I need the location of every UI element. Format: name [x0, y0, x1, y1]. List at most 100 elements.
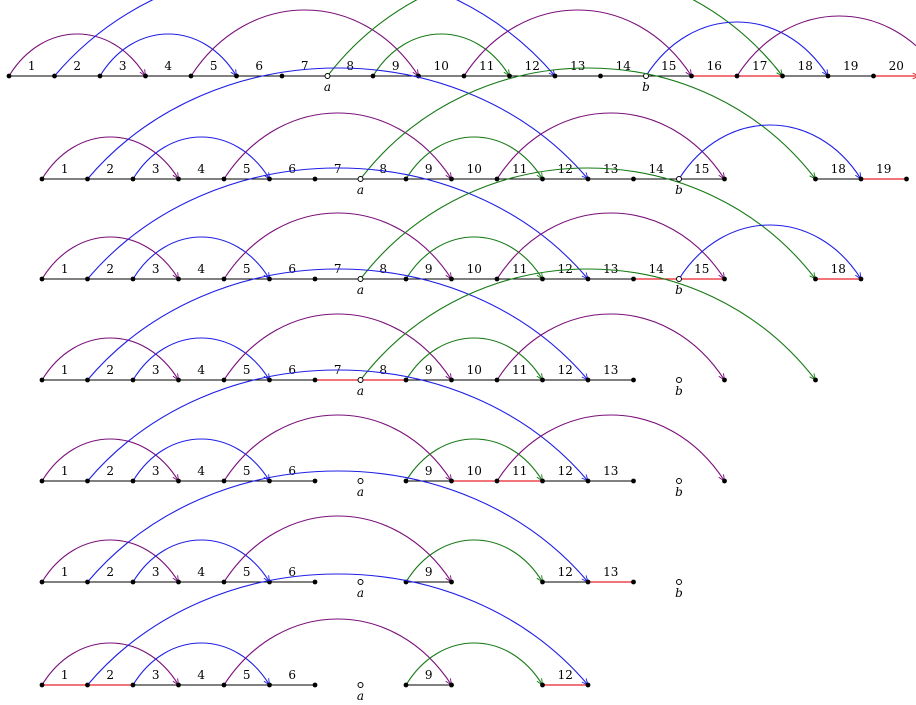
edge-label: 13	[603, 363, 618, 377]
arc-green	[372, 33, 510, 76]
edge-label: 11	[512, 262, 527, 276]
open-node	[324, 73, 331, 79]
edge-label: 1	[61, 565, 69, 579]
arc-blue	[132, 236, 270, 279]
node	[130, 478, 136, 484]
arc-blue	[87, 268, 589, 380]
arc-blue	[87, 167, 589, 279]
node-label: b	[675, 485, 683, 499]
edge-label: 6	[288, 668, 296, 682]
node	[631, 478, 636, 484]
edge-label: 1	[61, 668, 69, 682]
edge-label: 15	[694, 162, 709, 176]
node	[85, 682, 90, 688]
node-label: b	[675, 586, 683, 600]
node	[312, 579, 318, 585]
edge-label: 2	[106, 262, 114, 276]
node	[97, 73, 103, 79]
node	[585, 682, 591, 688]
node	[449, 176, 454, 182]
open-node	[357, 377, 364, 383]
arc-green	[405, 337, 543, 380]
edge-label: 4	[164, 59, 172, 73]
edge-label: 8	[379, 162, 387, 176]
node	[221, 579, 227, 585]
edge-label: 12	[558, 262, 573, 276]
node	[370, 73, 376, 79]
edge-label: 9	[425, 162, 433, 176]
edge-label: 9	[392, 59, 400, 73]
node-label: b	[675, 283, 683, 297]
node	[540, 682, 545, 688]
edge-label: 11	[512, 464, 527, 478]
node	[6, 73, 12, 79]
arc-purple	[223, 515, 452, 582]
node	[221, 377, 227, 383]
diagram-row: 1 2 3 4 5 6 9 10 11 12 13a b	[39, 369, 727, 499]
edge-label: 6	[288, 565, 296, 579]
node-label: b	[642, 80, 650, 94]
edge-label: 7	[334, 162, 342, 176]
node	[813, 377, 818, 383]
node	[722, 377, 727, 383]
node	[871, 73, 876, 79]
edge-label: 9	[425, 565, 433, 579]
edge-label: 3	[152, 162, 160, 176]
edge-label: 8	[346, 59, 354, 73]
edge-label: 4	[197, 464, 205, 478]
edge-label: 1	[61, 363, 69, 377]
edge-label: 9	[425, 262, 433, 276]
arc-blue	[645, 21, 828, 76]
arc-blue	[87, 369, 589, 481]
edge-label: 10	[467, 363, 482, 377]
node	[312, 377, 318, 383]
edge-label: 5	[243, 464, 251, 478]
edge-label: 3	[119, 59, 127, 73]
node	[494, 377, 500, 383]
edge-label: 8	[379, 262, 387, 276]
edge-label: 9	[425, 464, 433, 478]
open-node	[357, 276, 364, 282]
edge-label: 13	[603, 565, 618, 579]
node	[39, 682, 45, 688]
node	[39, 579, 45, 585]
arc-purple	[223, 112, 452, 179]
node	[52, 73, 57, 79]
node	[403, 682, 409, 688]
node	[403, 478, 409, 484]
node	[130, 579, 136, 585]
arc-blue	[54, 0, 556, 76]
node	[39, 176, 45, 182]
node	[221, 682, 227, 688]
arc-purple	[41, 337, 179, 380]
edge-label: 3	[152, 565, 160, 579]
node	[176, 176, 181, 182]
node	[85, 478, 90, 484]
node	[85, 176, 90, 182]
node	[585, 276, 591, 282]
edge-label: 2	[73, 59, 81, 73]
arc-purple	[41, 539, 179, 582]
node	[449, 682, 454, 688]
edge-label: 19	[843, 59, 858, 73]
arc-green	[405, 438, 543, 481]
edge-label: 15	[694, 262, 709, 276]
node-label: a	[324, 80, 331, 94]
arc-blue	[132, 136, 270, 179]
node	[267, 276, 272, 282]
open-node	[357, 478, 364, 484]
edge-label: 5	[210, 59, 218, 73]
arc-purple	[223, 212, 452, 279]
edge-label: 12	[558, 464, 573, 478]
edge-label: 10	[434, 59, 449, 73]
node	[143, 73, 148, 79]
node	[312, 176, 318, 182]
node	[449, 276, 454, 282]
diagram-row: 1 2 3 4 5 6 9 12a	[39, 573, 591, 703]
open-node	[676, 579, 682, 585]
node	[494, 176, 500, 182]
node	[267, 377, 272, 383]
edge-label: 14	[649, 262, 665, 276]
arc-purple	[41, 136, 179, 179]
node-label: a	[357, 586, 364, 600]
